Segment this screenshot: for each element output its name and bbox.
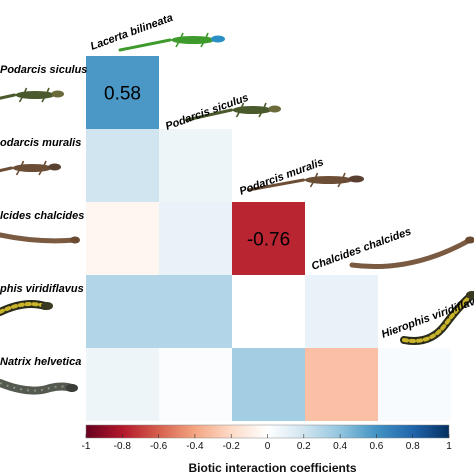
colorbar-tick-label: -1 <box>82 441 91 452</box>
heatmap-cell-r3-c2 <box>232 275 305 348</box>
species-icons <box>0 32 474 395</box>
heatmap-cell-r4-c1 <box>159 348 232 421</box>
colorbar-tick-label: -0.8 <box>114 441 132 452</box>
hierophis-viridiflavus-icon <box>400 291 474 345</box>
colorbar-tick-label: 0.4 <box>333 441 347 452</box>
cell-value-label: -0.76 <box>247 230 290 251</box>
natrix-helvetica-icon <box>0 379 78 395</box>
podarcis-muralis-icon <box>247 172 364 192</box>
cell-value-label: 0.58 <box>104 84 141 105</box>
row-labels: Podarcis siculus odarcis muralis lcides ch… <box>0 64 87 368</box>
colorbar-tick-label: -0.2 <box>223 441 241 452</box>
hierophis-viridiflavus-icon <box>0 300 53 316</box>
colorbar-tick-label: 1 <box>446 441 452 452</box>
chalcides-chalcides-icon <box>349 236 474 270</box>
colorbar-tick-label: 0.2 <box>297 441 311 452</box>
colorbar-tick-label: -0.4 <box>186 441 204 452</box>
podarcis-muralis-icon <box>0 160 61 176</box>
row-label: Natrix helvetica <box>0 356 81 368</box>
heatmap-cell-r1-c0 <box>86 129 159 202</box>
colorbar-tick-label: 0 <box>265 441 271 452</box>
row-label: lcides chalcides <box>0 210 84 222</box>
heatmap-cell-r2-c0 <box>86 202 159 275</box>
heatmap-cell-r0-c0 <box>86 56 159 129</box>
colorbar: -1 -0.8 -0.6 -0.4 -0.2 0 0.2 0.4 0.6 0.8 1 Biotic i… <box>82 424 452 474</box>
lacerta-bilineata-icon <box>118 32 225 52</box>
heatmap-cell-r2-c1 <box>159 202 232 275</box>
heatmap-cells <box>86 56 451 421</box>
heatmap-cell-r3-c0 <box>86 275 159 348</box>
heatmap-cell-r3-c3 <box>305 275 378 348</box>
heatmap-cell-r4-c3 <box>305 348 378 421</box>
heatmap-cell-r4-c2 <box>232 348 305 421</box>
heatmap-cell-r4-c0 <box>86 348 159 421</box>
row-label: odarcis muralis <box>0 137 81 149</box>
colorbar-tick-label: 0.8 <box>406 441 420 452</box>
chalcides-chalcides-icon <box>0 232 80 244</box>
cell-value-labels: 0.58 -0.76 <box>104 84 290 251</box>
podarcis-siculus-icon <box>0 87 64 103</box>
colorbar-tick-label: 0.6 <box>369 441 383 452</box>
heatmap-cell-r4-c4 <box>378 348 451 421</box>
heatmap-cell-r2-c2 <box>232 202 305 275</box>
colorbar-title: Biotic interaction coefficients <box>188 461 356 474</box>
podarcis-siculus-icon <box>185 102 282 122</box>
column-label: Hierophis viridiflavu <box>380 293 474 341</box>
colorbar-tick-label: -0.6 <box>150 441 168 452</box>
column-label: Podarcis muralis <box>238 156 325 198</box>
heatmap-cell-r1-c1 <box>159 129 232 202</box>
row-label: phis viridiflavus <box>0 283 84 295</box>
row-label: Podarcis siculus <box>0 64 87 76</box>
heatmap-cell-r3-c1 <box>159 275 232 348</box>
